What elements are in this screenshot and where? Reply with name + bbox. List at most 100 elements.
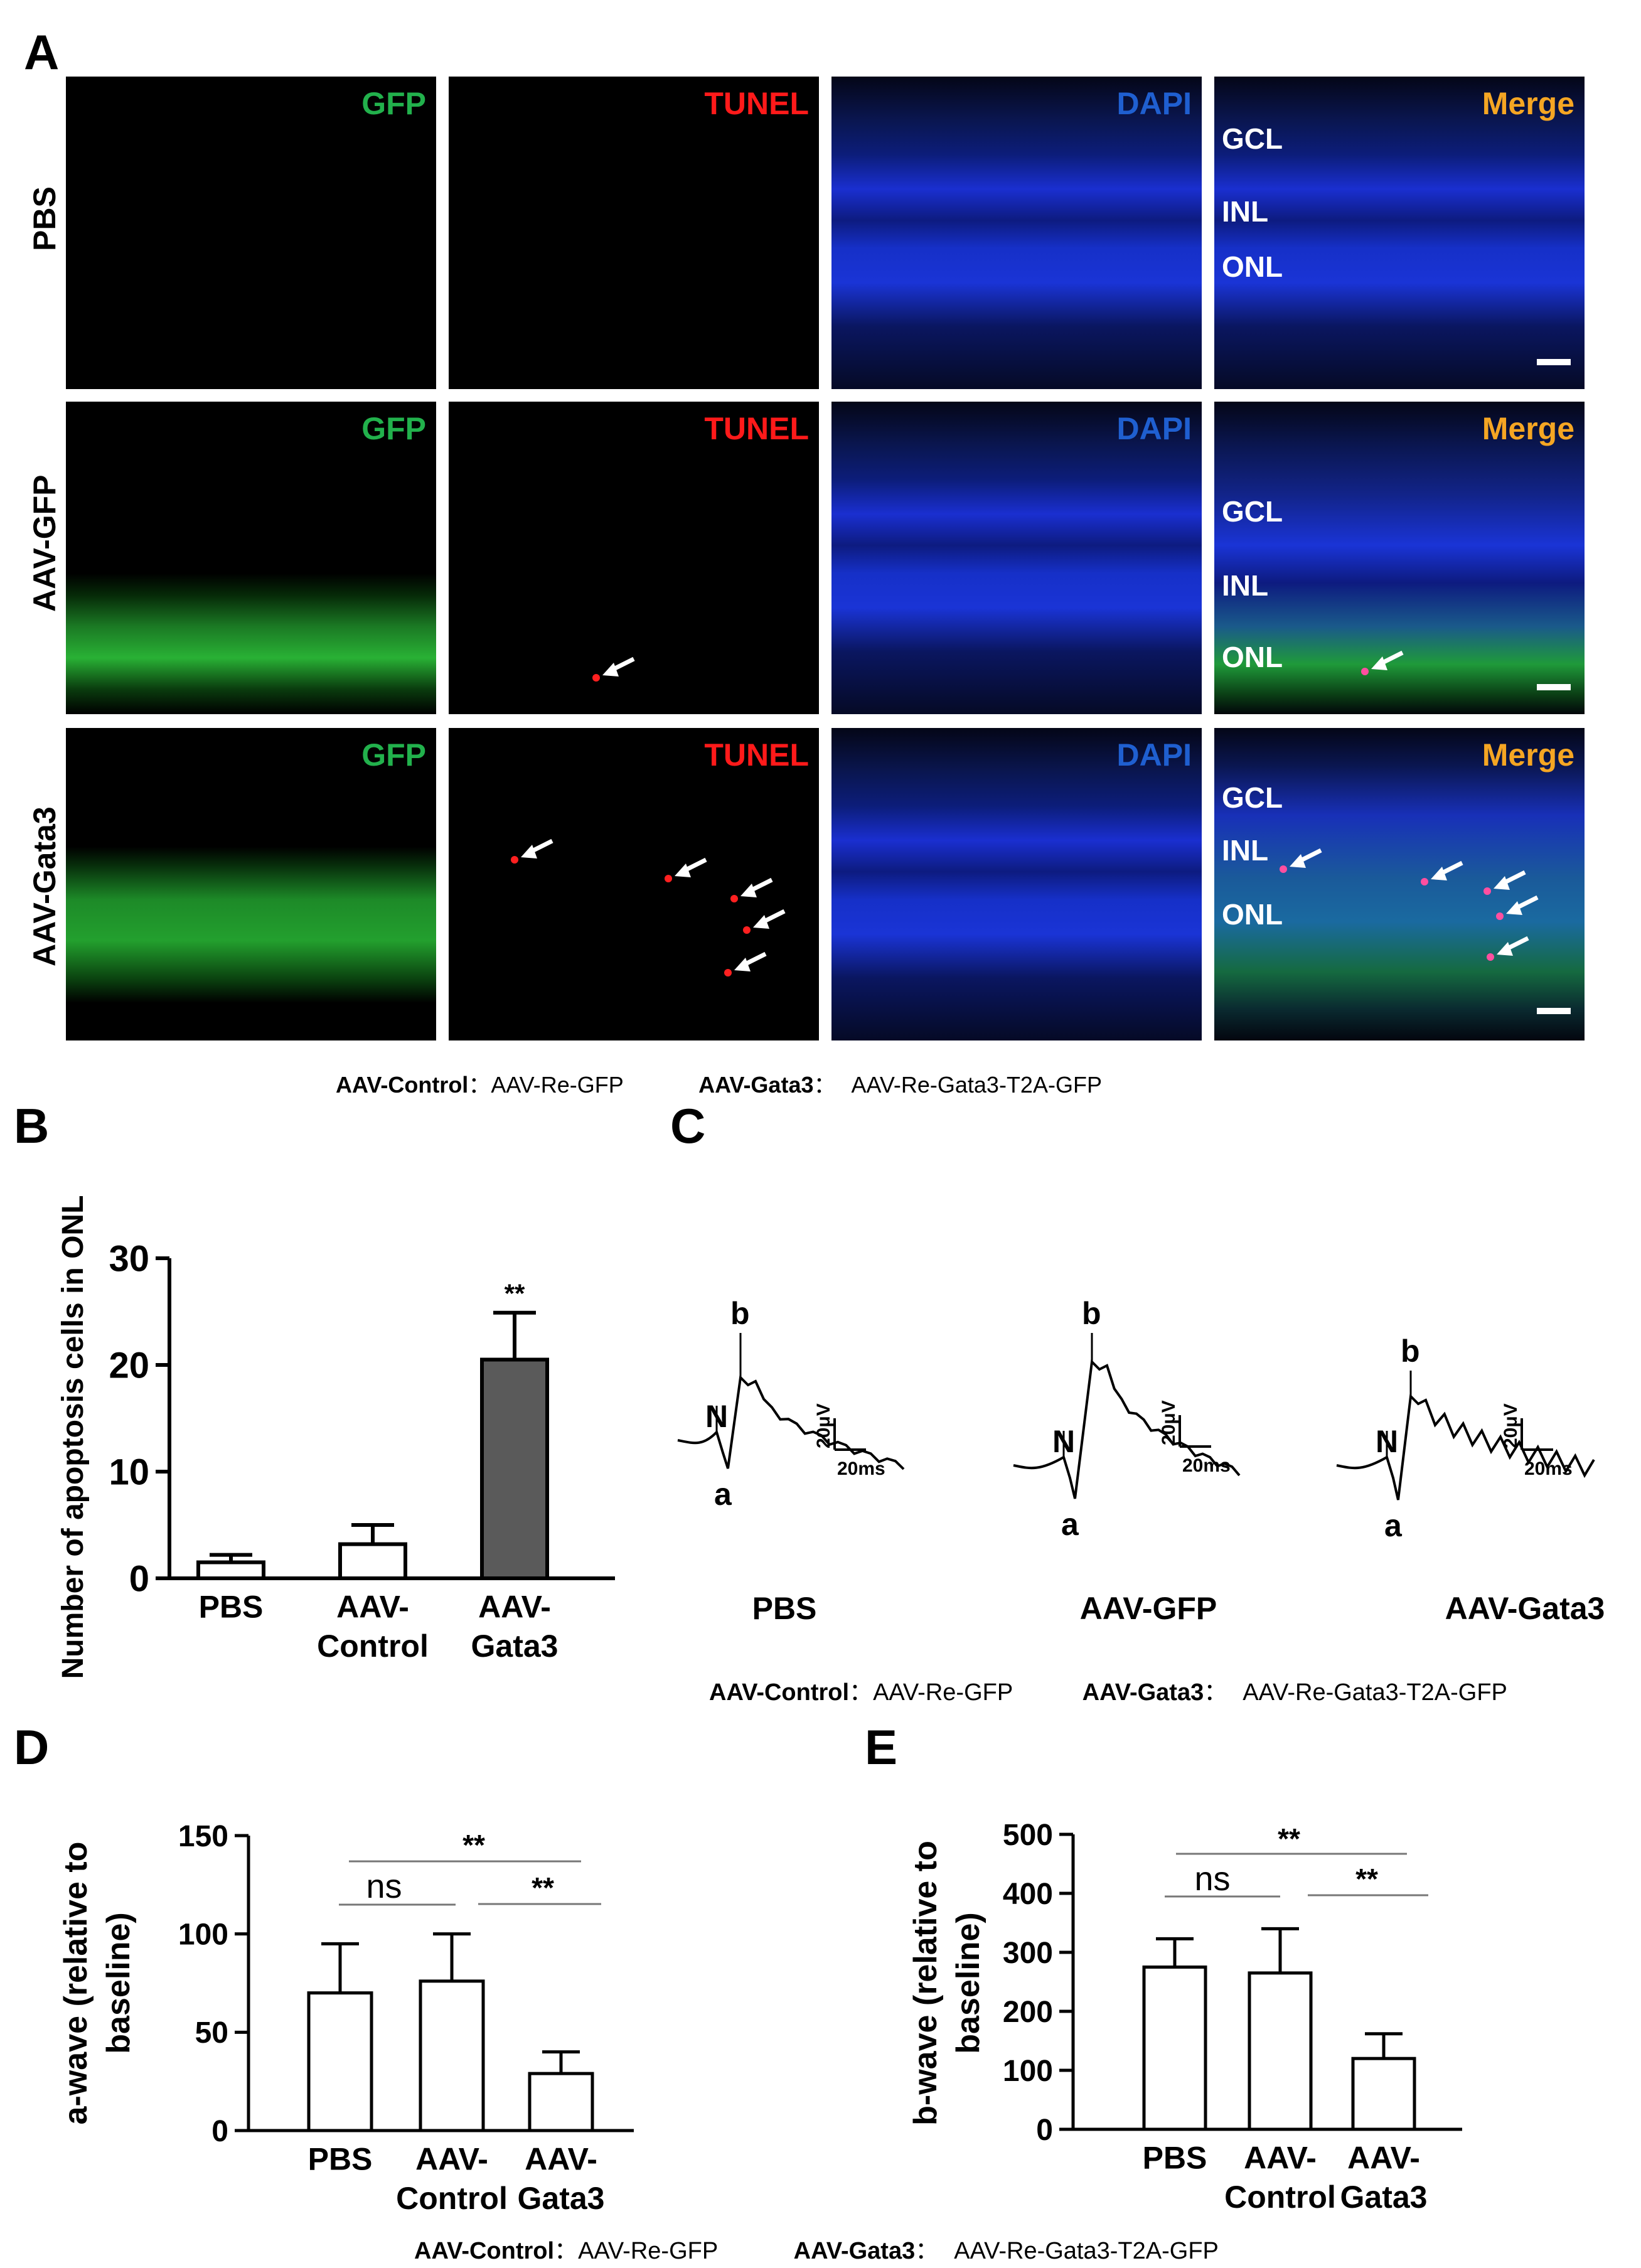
y-tick-label: 0 — [129, 1558, 149, 1599]
erg-trace — [1013, 1359, 1241, 1499]
channel-label-merge: Merge — [1482, 411, 1574, 446]
row-label-aav-gata3: AAV-Gata3 — [27, 806, 62, 966]
scale-bar — [1537, 1008, 1571, 1014]
y-tick-label: 200 — [1003, 1996, 1053, 2029]
layer-label-inl: INL — [1222, 195, 1269, 228]
legend-sep: ： — [1204, 1679, 1228, 1706]
legend-a: AAV-Control：AAV-Re-GFP AAV-Gata3： AAV-Re-… — [336, 1067, 1102, 1099]
channel-label-tunel: TUNEL — [704, 86, 809, 121]
comparison-label: ** — [462, 1829, 485, 1861]
erg-label-b: b — [1401, 1334, 1420, 1369]
micrograph-aav-gfp-merge: Merge GCL INL ONL — [1214, 402, 1585, 714]
y-tick-label: 100 — [1003, 2055, 1053, 2088]
x-tick-label: AAV- — [415, 2142, 488, 2177]
scale-bar-voltage-label: 20μV — [813, 1403, 834, 1448]
x-tick-label: AAV- — [336, 1590, 409, 1625]
bar-aav-control — [419, 1979, 485, 2132]
bar-aav-control — [1248, 1971, 1313, 2131]
chart-d: 0 50 100 150 PBS AAV- Control AAV- Gata3 ** ns ** a-… — [58, 1820, 634, 2215]
legend-sep: ： — [849, 1679, 874, 1706]
comparison-label: ns — [1194, 1860, 1230, 1898]
bar-aav-control — [338, 1542, 407, 1580]
bar-pbs — [1142, 1966, 1207, 2131]
legend-sep: ： — [554, 2238, 579, 2264]
micrograph-aav-gata3-gfp: GFP — [66, 728, 436, 1040]
panel-label-a: A — [24, 24, 60, 80]
x-tick-label: AAV- — [525, 2142, 597, 2177]
x-tick-label: AAV- — [1244, 2141, 1317, 2176]
y-tick-label: 20 — [109, 1345, 149, 1386]
row-label-aav-gfp: AAV-GFP — [27, 474, 62, 612]
tunel-positive-cell — [724, 969, 732, 976]
x-tick-label: PBS — [308, 2142, 373, 2177]
x-tick-label: AAV- — [1347, 2141, 1420, 2176]
legend-c: AAV-Control：AAV-Re-GFP AAV-Gata3： AAV-Re-… — [709, 1672, 1507, 1707]
micrograph-pbs-dapi: DAPI — [831, 77, 1202, 389]
tunel-positive-cell — [1487, 953, 1494, 961]
tunel-positive-cell — [730, 895, 738, 902]
erg-trace — [677, 1374, 905, 1470]
y-tick-label: 0 — [211, 2115, 228, 2148]
scale-bar-voltage-label: 20μV — [1158, 1400, 1179, 1445]
layer-label-onl: ONL — [1222, 250, 1283, 283]
legend-sep: ： — [915, 2238, 939, 2264]
chart-e: 0 100 200 300 400 500 PBS AAV- Control AAV- Gata3 *… — [907, 1819, 1462, 2215]
y-tick-label: 400 — [1003, 1878, 1053, 1911]
tunel-positive-cell — [592, 674, 600, 682]
tunel-positive-cell — [1496, 912, 1504, 920]
tunel-positive-cell — [1280, 865, 1287, 873]
bar-aav-gata3 — [480, 1357, 549, 1580]
y-tick-label: 500 — [1003, 1819, 1053, 1852]
panel-label-d: D — [14, 1720, 50, 1775]
arrow-icon — [1431, 860, 1463, 880]
legend-key-control: AAV-Control — [414, 2238, 555, 2264]
channel-label-gfp: GFP — [361, 737, 426, 773]
y-axis-label: baseline) — [950, 1912, 986, 2053]
y-tick-label: 150 — [178, 1820, 228, 1853]
layer-label-gcl: GCL — [1222, 122, 1283, 155]
channel-label-gfp: GFP — [361, 411, 426, 446]
erg-label-a: a — [1384, 1508, 1403, 1543]
panel-label-e: E — [865, 1720, 898, 1775]
chart-b: 0 10 20 30 PBS AAV- Control AAV- Gata3 ** Number o… — [56, 1196, 615, 1679]
y-tick-label: 10 — [109, 1452, 149, 1492]
arrow-icon — [675, 857, 707, 877]
legend-key-control: AAV-Control — [336, 1072, 469, 1098]
erg-label-a: a — [1061, 1507, 1079, 1542]
erg-trace-name: AAV-GFP — [1080, 1591, 1217, 1626]
row-label-pbs: PBS — [27, 186, 62, 251]
comparison-label: ** — [1278, 1822, 1300, 1855]
x-tick-label: PBS — [199, 1590, 264, 1625]
channel-label-merge: Merge — [1482, 86, 1574, 121]
channel-label-tunel: TUNEL — [704, 737, 809, 773]
micrograph-aav-gata3-dapi: DAPI — [831, 728, 1202, 1040]
arrow-icon — [753, 909, 786, 929]
y-tick-label: 30 — [109, 1238, 149, 1279]
arrow-icon — [1497, 936, 1529, 956]
legend-value-gata3: AAV-Re-Gata3-T2A-GFP — [851, 1072, 1102, 1098]
x-tick-label: Gata3 — [518, 2181, 605, 2215]
x-tick-label: Gata3 — [471, 1629, 559, 1664]
bar-aav-gata3 — [1351, 2057, 1416, 2131]
arrow-icon — [521, 838, 553, 859]
legend-key-gata3: AAV-Gata3 — [1082, 1679, 1204, 1706]
x-tick-label: Control — [396, 2181, 508, 2215]
channel-label-merge: Merge — [1482, 737, 1574, 773]
y-tick-label: 50 — [195, 2016, 228, 2050]
tunel-positive-cell — [743, 926, 751, 934]
micrograph-aav-gfp-dapi: DAPI — [831, 402, 1202, 714]
legend-sep: ： — [468, 1072, 491, 1098]
layer-label-inl: INL — [1222, 834, 1269, 867]
channel-label-tunel: TUNEL — [704, 411, 809, 446]
y-axis-label: baseline) — [100, 1912, 137, 2053]
x-tick-label: Control — [1224, 2180, 1336, 2215]
scale-bar-time-label: 20ms — [1524, 1458, 1573, 1479]
x-tick-label: Control — [317, 1629, 429, 1664]
micrograph-aav-gfp-tunel: TUNEL — [449, 402, 819, 714]
tunel-positive-cell — [1421, 878, 1428, 885]
layer-label-inl: INL — [1222, 569, 1269, 602]
arrow-icon — [1494, 870, 1526, 890]
channel-label-gfp: GFP — [361, 86, 426, 121]
